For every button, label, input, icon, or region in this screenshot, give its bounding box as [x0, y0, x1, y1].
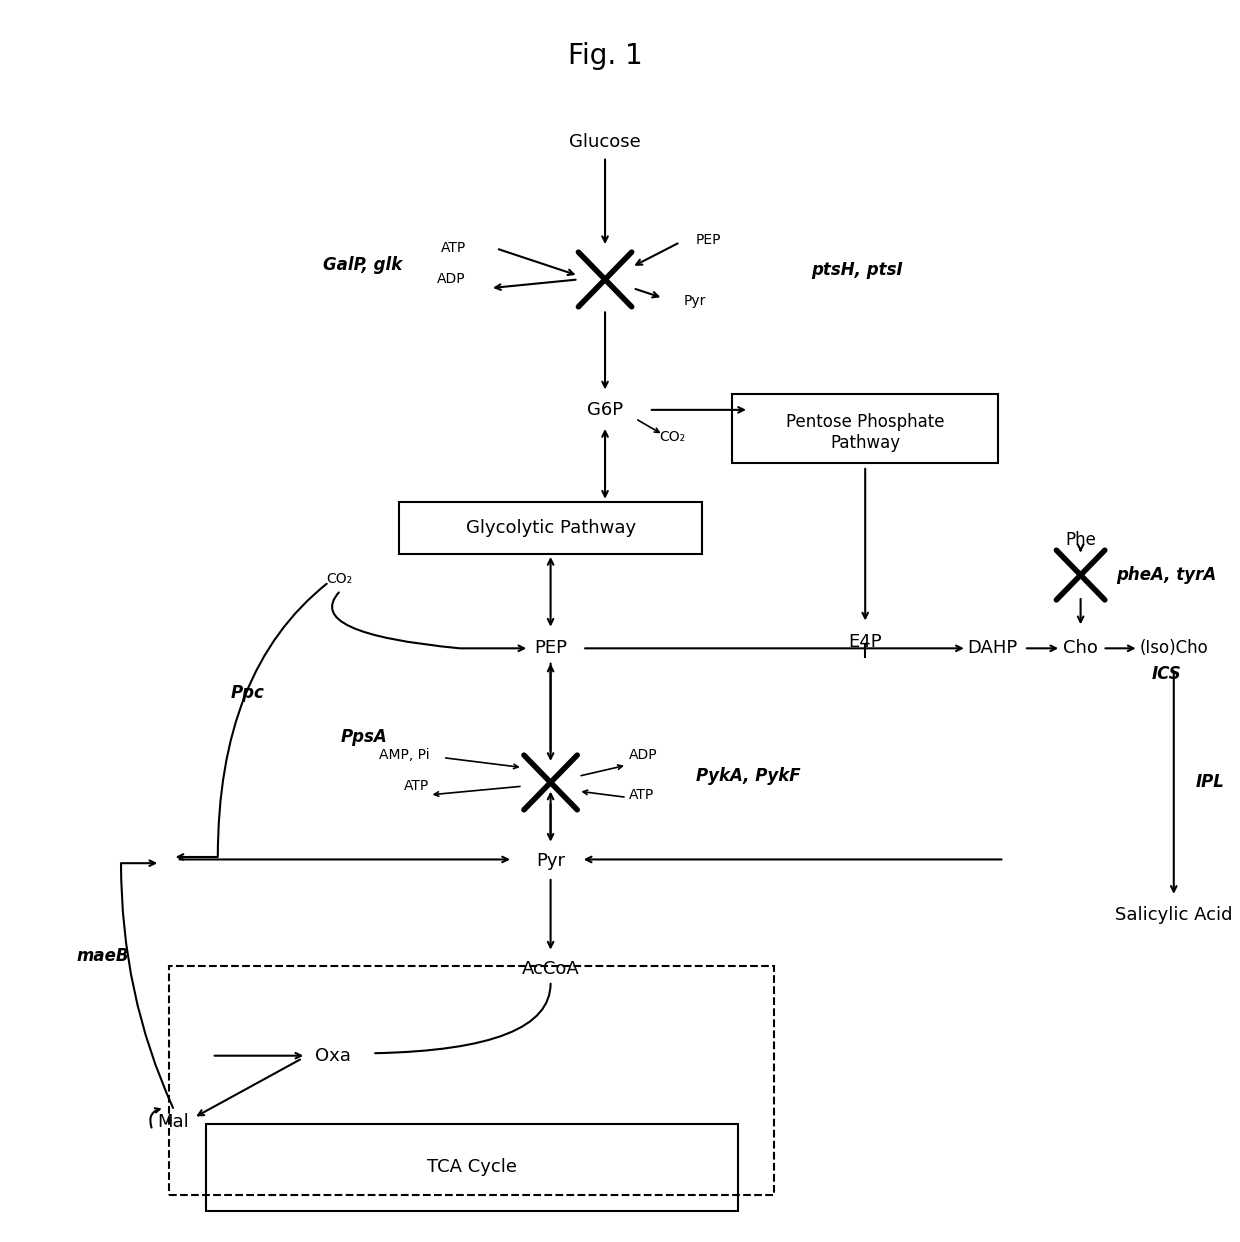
Text: ADP: ADP [438, 272, 466, 287]
Text: PykA, PykF: PykA, PykF [696, 768, 801, 785]
FancyBboxPatch shape [206, 1124, 738, 1211]
FancyBboxPatch shape [732, 394, 998, 462]
Text: CO₂: CO₂ [326, 571, 352, 586]
Text: Mal: Mal [157, 1113, 188, 1130]
Text: Fig. 1: Fig. 1 [568, 42, 642, 70]
Text: maeB: maeB [77, 948, 129, 965]
Text: ATP: ATP [404, 779, 429, 794]
Text: IPL: IPL [1195, 774, 1224, 791]
Text: AMP, Pi: AMP, Pi [379, 748, 429, 763]
Text: ATP: ATP [629, 787, 655, 802]
Text: Cho: Cho [1063, 640, 1099, 657]
Text: GalP, glk: GalP, glk [324, 256, 403, 273]
Text: Ppc: Ppc [231, 684, 265, 702]
Text: Oxa: Oxa [315, 1047, 351, 1064]
Text: Glycolytic Pathway: Glycolytic Pathway [465, 519, 636, 537]
Text: ADP: ADP [629, 748, 658, 763]
FancyArrowPatch shape [332, 592, 525, 651]
Text: Pyr: Pyr [683, 293, 706, 308]
Text: ICS: ICS [1152, 666, 1182, 683]
Text: Glucose: Glucose [569, 133, 641, 150]
Text: Salicylic Acid: Salicylic Acid [1115, 907, 1233, 924]
Text: Pathway: Pathway [830, 435, 900, 452]
Text: PEP: PEP [534, 640, 567, 657]
Text: Pentose Phosphate: Pentose Phosphate [786, 414, 945, 431]
Text: AcCoA: AcCoA [522, 960, 579, 977]
Text: PEP: PEP [696, 232, 722, 247]
FancyBboxPatch shape [399, 502, 702, 554]
Text: PpsA: PpsA [341, 728, 387, 745]
Text: G6P: G6P [587, 401, 624, 419]
Text: pheA, tyrA: pheA, tyrA [1116, 566, 1216, 584]
Text: Pyr: Pyr [536, 852, 565, 869]
Text: TCA Cycle: TCA Cycle [427, 1159, 517, 1176]
Text: E4P: E4P [848, 633, 882, 651]
FancyArrowPatch shape [177, 584, 326, 859]
FancyArrowPatch shape [376, 984, 551, 1053]
Text: CO₂: CO₂ [660, 430, 686, 445]
Text: Phe: Phe [1065, 532, 1096, 549]
Text: ptsH, ptsI: ptsH, ptsI [811, 261, 903, 278]
FancyArrowPatch shape [122, 861, 174, 1108]
Text: DAHP: DAHP [967, 640, 1017, 657]
Text: ATP: ATP [440, 241, 466, 256]
Text: (Iso)Cho: (Iso)Cho [1140, 640, 1208, 657]
